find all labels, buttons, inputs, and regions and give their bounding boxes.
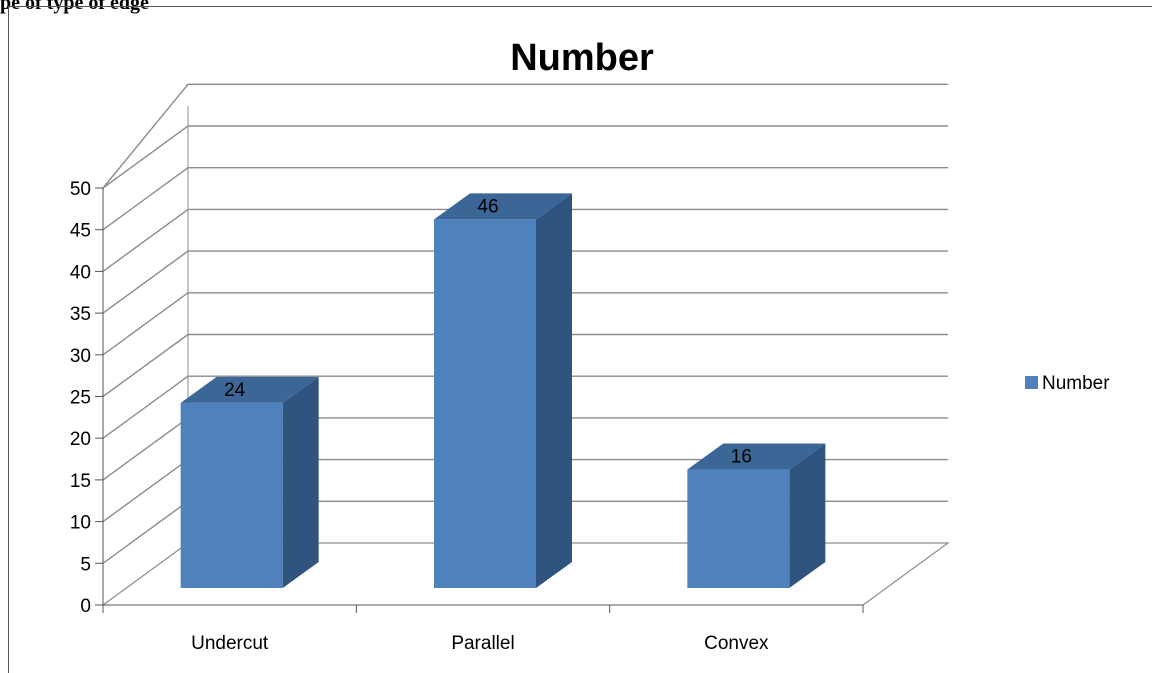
y-tick-label: 30 <box>70 346 91 367</box>
bar-top <box>434 193 572 220</box>
gridline <box>102 292 948 356</box>
bar-side <box>282 376 319 588</box>
legend-label: Number <box>1042 373 1110 394</box>
data-label: 24 <box>224 380 246 401</box>
bar-top <box>687 443 826 470</box>
gridline <box>102 333 948 398</box>
y-tick-label: 10 <box>70 513 91 534</box>
bar-front <box>687 469 790 588</box>
y-tick-label: 5 <box>80 554 91 575</box>
gridline <box>102 250 948 314</box>
document-header-fragment: pe of type of edge <box>0 0 149 14</box>
bar-side <box>789 443 826 588</box>
bar <box>434 193 572 589</box>
y-tick-label: 50 <box>70 179 91 200</box>
y-tick-label: 35 <box>70 304 91 325</box>
gridline <box>102 125 948 189</box>
gridline <box>102 208 948 272</box>
y-tick-label: 15 <box>70 471 91 492</box>
gridline <box>102 166 948 231</box>
bar-side <box>536 193 572 589</box>
data-label: 16 <box>731 447 752 468</box>
y-tick-label: 45 <box>70 221 91 242</box>
y-tick-label: 40 <box>70 262 91 283</box>
bar-front <box>180 402 283 588</box>
bar <box>180 376 319 588</box>
gridline <box>102 375 948 439</box>
x-tick-label: Convex <box>704 633 769 654</box>
x-tick-labels: Undercut Parallel Convex <box>191 633 769 654</box>
y-tick-label: 0 <box>80 596 91 617</box>
data-labels: 24 46 16 <box>224 196 752 467</box>
data-label: 46 <box>477 196 498 217</box>
bars <box>180 193 826 589</box>
legend: Number <box>1025 373 1110 394</box>
bar-top <box>180 376 319 403</box>
bar <box>687 443 826 588</box>
axes <box>95 187 864 613</box>
y-tick-labels: 0 5 10 15 20 25 30 35 40 45 50 <box>70 179 91 617</box>
y-tick-label: 25 <box>70 388 91 409</box>
y-tick-label: 20 <box>70 429 91 450</box>
chart-frame <box>8 6 1152 673</box>
x-tick-label: Undercut <box>191 633 269 654</box>
gridline-top-diagonal <box>102 83 189 189</box>
x-tick-label: Parallel <box>451 633 514 654</box>
legend-swatch <box>1025 376 1038 389</box>
bar-front <box>434 219 536 589</box>
chart-title: Number <box>510 37 654 79</box>
gridline-top <box>185 83 948 87</box>
